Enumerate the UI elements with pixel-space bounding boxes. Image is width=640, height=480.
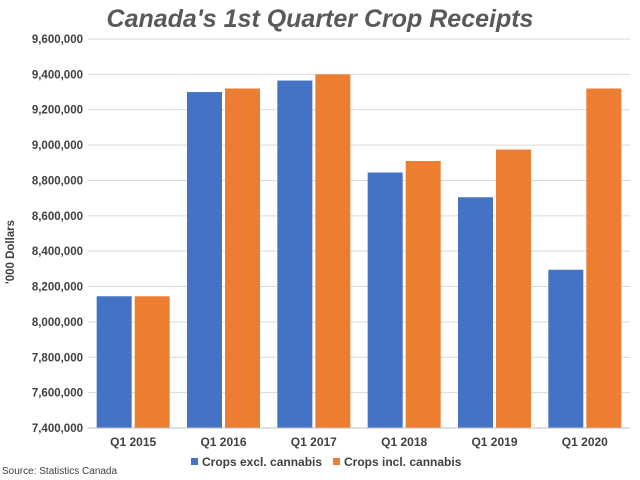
bar-incl-0 xyxy=(134,296,170,428)
x-tick-label: Q1 2015 xyxy=(110,435,156,449)
y-axis-label: '000 Dollars xyxy=(5,220,17,284)
legend-swatch xyxy=(333,458,340,465)
y-tick-label: 8,800,000 xyxy=(32,175,83,187)
bar-excl-5 xyxy=(548,269,584,428)
source-note: Source: Statistics Canada xyxy=(2,466,117,477)
x-tick-label: Q1 2020 xyxy=(562,435,608,449)
bar-incl-5 xyxy=(586,88,622,428)
x-tick-label: Q1 2017 xyxy=(291,435,337,449)
y-tick-label: 7,600,000 xyxy=(32,388,83,400)
y-tick-label: 8,000,000 xyxy=(32,317,83,329)
legend-label: Crops incl. cannabis xyxy=(344,455,462,469)
x-axis-ticks: Q1 2015 Q1 2016 Q1 2017 Q1 2018 Q1 2019 Q1 20… xyxy=(88,427,630,449)
bar-excl-1 xyxy=(187,92,222,428)
y-tick-label: 7,800,000 xyxy=(32,352,83,364)
y-tick-label: 9,400,000 xyxy=(32,69,83,81)
y-tick-label: 8,400,000 xyxy=(32,246,83,258)
bar-incl-1 xyxy=(225,88,260,428)
x-tick-label: Q1 2019 xyxy=(471,435,517,449)
bar-incl-2 xyxy=(315,74,351,428)
legend-label: Crops excl. cannabis xyxy=(202,455,322,469)
bar-excl-0 xyxy=(96,296,132,428)
bar-excl-4 xyxy=(458,197,493,428)
y-tick-label: 9,000,000 xyxy=(32,140,83,152)
y-axis-ticks: 7,400,000 7,600,000 7,800,000 8,000,000 8,20… xyxy=(32,34,83,435)
y-tick-label: 8,200,000 xyxy=(32,282,83,294)
bar-incl-4 xyxy=(496,149,531,429)
bars xyxy=(96,74,622,429)
legend: Crops excl. cannabis Crops incl. cannabis xyxy=(191,455,462,469)
bar-incl-3 xyxy=(405,161,441,428)
y-tick-label: 8,600,000 xyxy=(32,211,83,223)
bar-excl-2 xyxy=(277,80,313,428)
gridlines xyxy=(88,38,630,429)
legend-swatch xyxy=(191,458,198,465)
y-tick-label: 9,600,000 xyxy=(32,34,83,46)
x-tick-label: Q1 2018 xyxy=(381,435,427,449)
bar-excl-3 xyxy=(367,172,403,428)
y-tick-label: 9,200,000 xyxy=(32,105,83,117)
x-tick-label: Q1 2016 xyxy=(200,435,246,449)
y-tick-label: 7,400,000 xyxy=(32,423,83,435)
chart-title: Canada's 1st Quarter Crop Receipts xyxy=(107,5,534,33)
